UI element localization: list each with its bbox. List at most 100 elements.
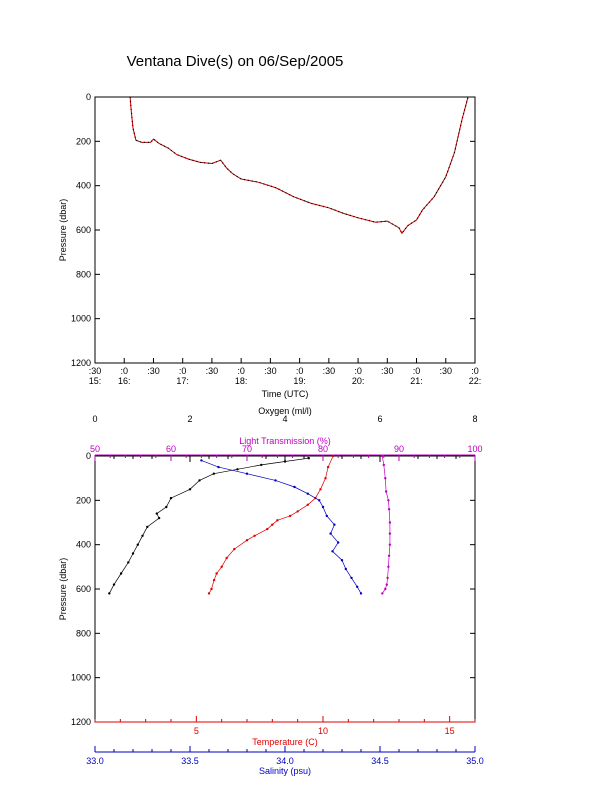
light-tick-label: 60 [166,444,176,454]
salinity-profile-point [245,472,249,475]
top-x-tick-minute: :30 [264,366,277,376]
bottom-y-tick-label: 1000 [71,673,91,683]
top-x-axis: :3015::016::30:017::30:018::30:019::30:0… [89,358,481,386]
temperature-profile-point [331,454,335,458]
top-y-axis-label: Pressure (dbar) [58,199,68,262]
light-profile-point [388,543,392,546]
oxygen-profile-point [283,460,287,463]
salinity-profile-point [306,492,309,495]
light-transmission-axis-label: Light Transmission (%) [239,436,331,446]
temperature-profile-point [306,503,309,506]
top-x-tick-minute: :0 [237,366,245,376]
top-x-tick-hour: 21: [410,376,423,386]
light-profile-point [387,508,391,511]
light-profile-point [386,576,389,580]
profile-chart: 0 200 400 600 800 1000 1200 0 2 4 6 8 50 60 70 80 90 10… [58,406,484,776]
salinity-profile-point [200,459,203,462]
bottom-y-tick-label: 200 [76,495,91,505]
light-tick-label: 100 [467,444,482,454]
salinity-profile-point [331,550,334,553]
oxygen-profile-point [108,592,111,595]
temperature-axis-label: Temperature (C) [252,737,318,747]
salinity-profile-point [333,523,336,526]
light-profile-point [382,463,385,467]
bottom-y-tick-label: 800 [76,628,91,638]
oxygen-profile-point [236,468,239,471]
temperature-profile-point [220,565,223,568]
top-y-axis: 0 200 400 600 800 1000 1200 [71,92,475,368]
bottom-y-tick-label: 400 [76,540,91,550]
figure-title: Ventana Dive(s) on 06/Sep/2005 [127,53,344,70]
salinity-tick-label: 33.5 [181,756,199,766]
oxygen-profile-line [108,457,309,594]
salinity-profile-point [293,485,296,489]
top-x-tick-hour: 19: [293,376,306,386]
oxygen-tick-label: 0 [92,414,97,424]
top-x-tick-minute: :0 [354,366,362,376]
top-x-tick-hour: 17: [176,376,189,386]
top-y-tick-label: 400 [76,181,91,191]
salinity-profile-point [337,541,340,544]
salinity-profile-point [340,559,344,562]
light-profile-line [381,455,391,594]
oxygen-profile-point [188,488,192,491]
top-x-tick-minute: :30 [381,366,394,376]
oxygen-profile-point [212,472,215,475]
top-x-tick-minute: :30 [323,366,336,376]
top-x-tick-minute: :0 [120,366,128,376]
oxygen-axis-label: Oxygen (ml/l) [258,406,312,416]
temperature-profile-point [271,523,274,526]
light-profile-point [384,587,387,591]
salinity-profile-point [329,532,332,535]
oxygen-profile-point [307,457,310,460]
oxygen-profile-point [127,561,130,564]
salinity-profile-point [350,576,353,580]
salinity-axis: 33.0 33.5 34.0 34.5 35.0 [86,746,484,766]
temperature-profile-point [215,572,218,575]
temperature-profile-point [233,547,236,551]
bottom-y-tick-label: 600 [76,584,91,594]
top-x-tick-minute: :0 [179,366,187,376]
top-y-tick-label: 0 [86,92,91,102]
salinity-profile-point [359,592,363,595]
light-profile-point [387,499,390,502]
light-profile-point [381,592,384,595]
top-plot-frame [94,96,476,364]
top-x-axis-label: Time (UTC) [262,389,309,399]
oxygen-profile-point [169,496,173,500]
pressure-dots [129,96,469,235]
light-profile-point [384,477,387,480]
top-x-tick-hour: 16: [118,376,131,386]
temperature-profile-point [210,587,213,591]
light-profile-point [387,565,390,568]
temperature-profile-point [266,527,269,531]
top-y-tick-label: 600 [76,225,91,235]
salinity-tick-label: 35.0 [466,756,484,766]
top-x-tick-minute: :0 [413,366,421,376]
temperature-profile-point [324,477,327,480]
temperature-profile-line [208,455,334,594]
salinity-tick-label: 33.0 [86,756,104,766]
temperature-profile-point [296,510,299,513]
temperature-profile-point [319,488,322,491]
oxygen-profile-point [157,516,161,520]
temperature-axis: 5 10 15 [94,716,476,736]
oxygen-tick-label: 2 [187,414,192,424]
temperature-profile-point [245,539,249,542]
pressure-line [129,96,469,235]
oxygen-profile-point [131,552,135,555]
oxygen-profile-point [112,583,116,586]
bottom-y-tick-label: 0 [86,451,91,461]
oxygen-profile-point [141,534,144,537]
light-tick-label: 80 [318,444,328,454]
oxygen-profile-point [165,505,168,509]
light-tick-label: 90 [394,444,404,454]
top-x-tick-minute: :30 [147,366,160,376]
top-y-tick-label: 1000 [71,314,91,324]
temperature-tick-label: 5 [194,726,199,736]
light-profile-point [385,583,388,586]
light-profile-point [387,554,391,557]
temperature-profile-point [253,534,256,537]
